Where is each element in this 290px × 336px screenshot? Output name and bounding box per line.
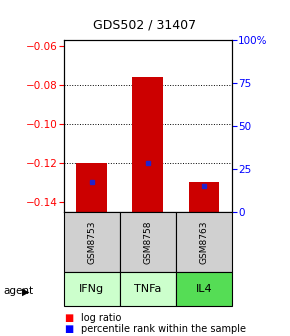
Bar (176, 212, 232, 272)
Bar (120, 272, 176, 306)
Text: TNFa: TNFa (134, 284, 162, 294)
Bar (64, 212, 120, 272)
Text: ▶: ▶ (22, 286, 29, 296)
Text: agent: agent (3, 286, 33, 296)
Bar (176, 272, 232, 306)
Text: GSM8753: GSM8753 (87, 220, 96, 264)
Text: GDS502 / 31407: GDS502 / 31407 (93, 19, 197, 32)
Text: GSM8763: GSM8763 (200, 220, 209, 264)
Text: IL4: IL4 (196, 284, 212, 294)
Bar (188, 182, 219, 212)
Bar (64, 272, 120, 306)
Text: IFNg: IFNg (79, 284, 104, 294)
Text: percentile rank within the sample: percentile rank within the sample (81, 324, 246, 334)
Bar (133, 77, 163, 212)
Text: GSM8758: GSM8758 (143, 220, 153, 264)
Text: ■: ■ (64, 312, 73, 323)
Bar (76, 163, 107, 212)
Text: log ratio: log ratio (81, 312, 122, 323)
Bar (120, 212, 176, 272)
Text: ■: ■ (64, 324, 73, 334)
